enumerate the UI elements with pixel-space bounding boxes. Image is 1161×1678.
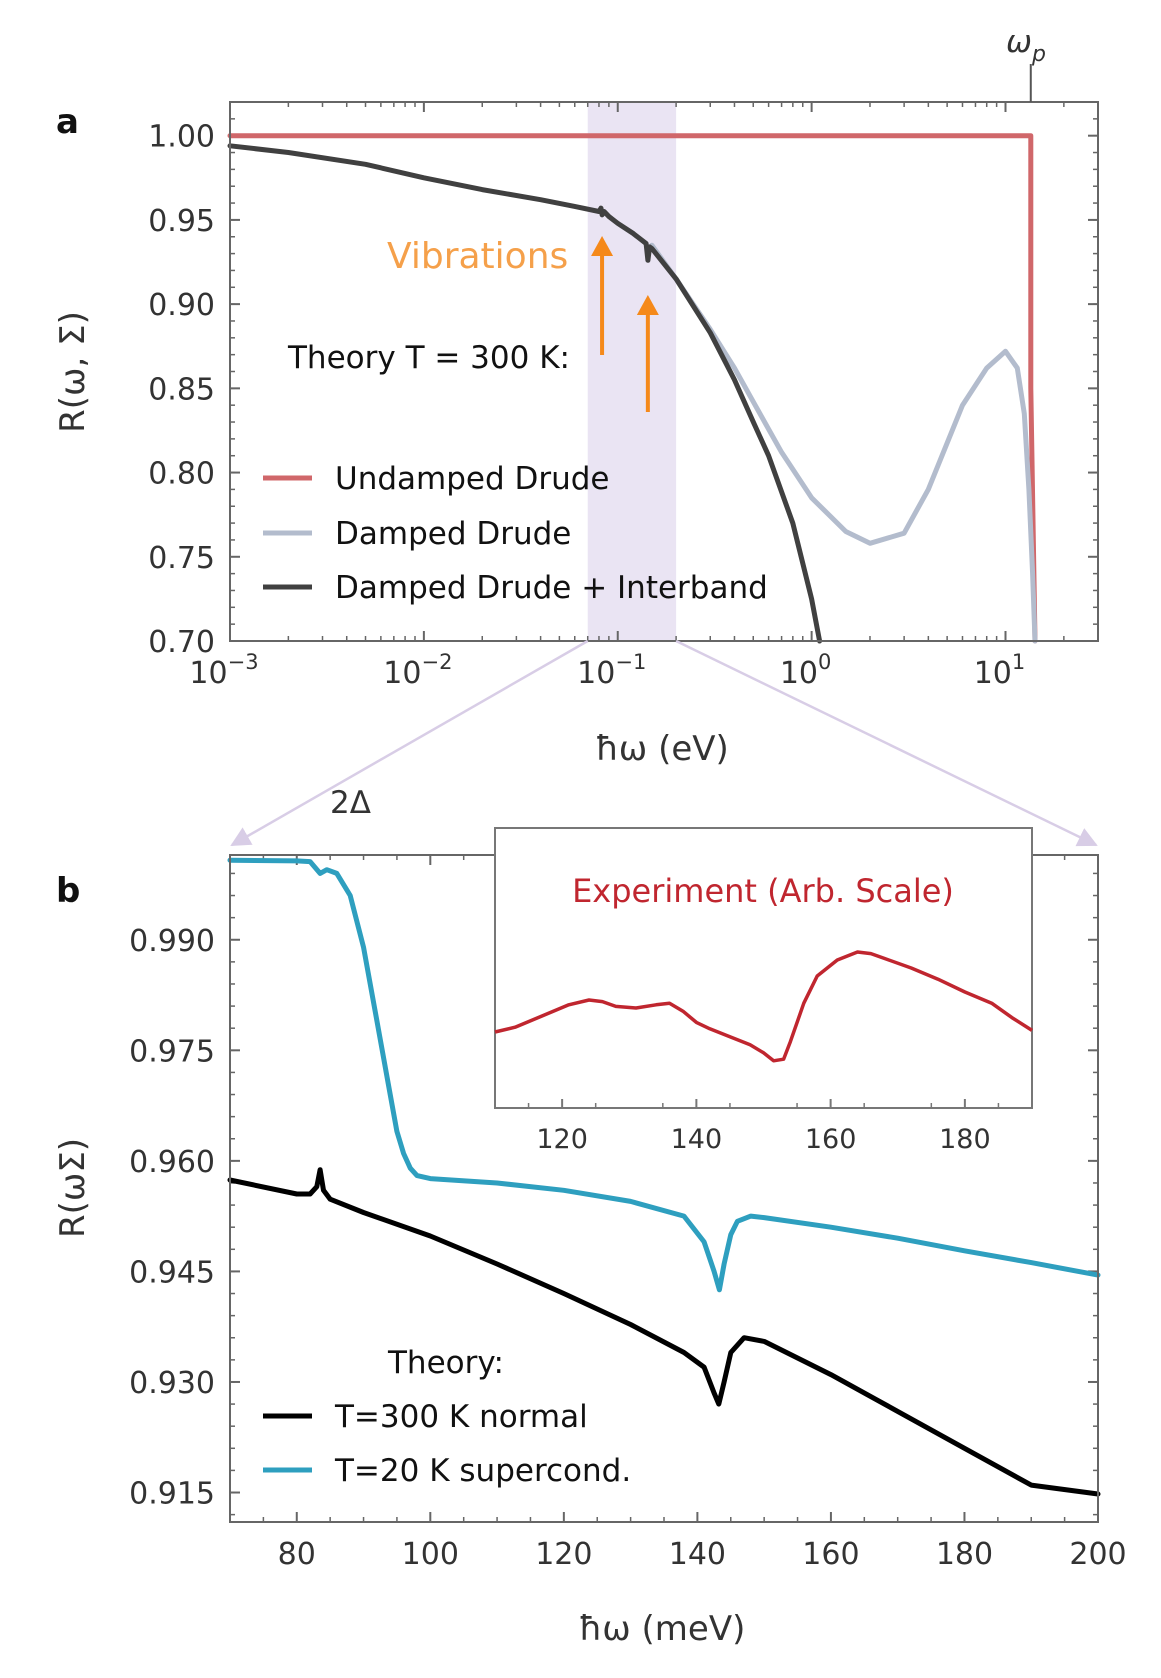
- vibration-arrow-head: [636, 295, 659, 315]
- panel-b-legend-title: Theory:: [387, 1345, 504, 1381]
- vibrations-annotation: Vibrations: [387, 236, 568, 277]
- y-tick-label: 0.915: [129, 1477, 215, 1512]
- y-tick-label: 0.95: [148, 204, 215, 239]
- highlight-band: [587, 102, 677, 641]
- inset-series: [494, 950, 1033, 1063]
- x-tick-label: 100: [402, 1537, 459, 1572]
- y-tick-label: 0.75: [148, 541, 215, 576]
- legend-label-interband: Damped Drude + Interband: [335, 570, 768, 606]
- x-tick-label: 180: [936, 1537, 993, 1572]
- y-tick-label: 0.80: [148, 457, 215, 492]
- panel-b-label: b: [56, 871, 80, 911]
- panel-a-frame: [229, 101, 1099, 642]
- inset-x-tick-label: 180: [939, 1124, 991, 1155]
- y-tick-label: 0.990: [129, 924, 215, 959]
- panel-a-label: a: [56, 102, 79, 142]
- vibration-arrow-head: [591, 236, 614, 256]
- x-tick-label: 10−1: [577, 650, 646, 691]
- panel-a: a 10−3 10−2 10−1 100 101 0.70 0.75 0.80 0.85 0.90…: [53, 24, 1099, 769]
- panel-b: b 80 100 120 140 160 180 200 0.915 0.930 0.945 0.9…: [53, 827, 1127, 1649]
- damped-drude-line: [649, 242, 1038, 644]
- vibration-arrows: [591, 236, 659, 412]
- legend-label-300k: T=300 K normal: [334, 1399, 588, 1435]
- y-tick-label: 0.945: [129, 1255, 215, 1290]
- undamped-drude-line: [227, 133, 1038, 644]
- x-tick-label: 10−2: [383, 650, 452, 691]
- panel-a-axes: 10−3 10−2 10−1 100 101 0.70 0.75 0.80 0.85 0.90 0.…: [148, 102, 1099, 691]
- zoom-connector-left: [230, 639, 589, 847]
- zoom-connector-right: [675, 639, 1098, 847]
- inset-axes: 120 140 160 180: [527, 1099, 1000, 1155]
- y-tick-label: 0.70: [148, 625, 215, 660]
- panel-a-legend-title: Theory T = 300 K:: [287, 340, 570, 376]
- interband-line: [227, 143, 823, 644]
- legend-label-damped: Damped Drude: [335, 516, 571, 552]
- x-tick-label: 160: [802, 1537, 859, 1572]
- y-tick-label: 0.85: [148, 372, 215, 407]
- gap-label: 2Δ: [330, 785, 371, 821]
- inset-x-tick-label: 140: [671, 1124, 723, 1155]
- panel-a-legend: Undamped Drude Damped Drude Damped Drude…: [263, 461, 768, 606]
- inset-x-tick-label: 120: [536, 1124, 588, 1155]
- x-tick-label: 120: [535, 1537, 592, 1572]
- x-tick-label: 80: [278, 1537, 316, 1572]
- experiment-inset: 120 140 160 180 Experiment (Arb. Scale): [494, 827, 1033, 1155]
- normal-300k-line: [227, 1167, 1101, 1497]
- inset-frame: [494, 827, 1033, 1109]
- panel-a-xlabel: ħω (eV): [595, 729, 729, 769]
- y-tick-label: 0.975: [129, 1034, 215, 1069]
- inset-title: Experiment (Arb. Scale): [572, 872, 954, 910]
- panel-b-ylabel: R(ωΣ): [53, 1138, 93, 1238]
- experiment-line: [494, 950, 1033, 1063]
- omega-p-label: ωp: [1006, 24, 1046, 67]
- panel-b-series: [227, 857, 1101, 1497]
- panel-a-series: [227, 133, 1038, 644]
- legend-label-20k: T=20 K supercond.: [334, 1453, 631, 1489]
- x-tick-label: 140: [669, 1537, 726, 1572]
- inset-x-tick-label: 160: [805, 1124, 857, 1155]
- x-tick-label: 10−3: [189, 650, 258, 691]
- panel-a-ylabel: R(ω, Σ): [53, 311, 93, 433]
- panel-b-legend: T=300 K normal T=20 K supercond.: [263, 1399, 631, 1489]
- y-tick-label: 1.00: [148, 120, 215, 155]
- legend-label-undamped: Undamped Drude: [335, 461, 610, 497]
- x-tick-label: 100: [780, 650, 832, 691]
- y-tick-label: 0.960: [129, 1145, 215, 1180]
- panel-b-xlabel: ħω (meV): [579, 1609, 746, 1649]
- y-tick-label: 0.90: [148, 288, 215, 323]
- supercond-20k-line: [227, 857, 1101, 1293]
- x-tick-label: 101: [974, 650, 1026, 691]
- x-tick-label: 200: [1069, 1537, 1126, 1572]
- zoom-connectors: 2Δ: [230, 639, 1098, 847]
- y-tick-label: 0.930: [129, 1366, 215, 1401]
